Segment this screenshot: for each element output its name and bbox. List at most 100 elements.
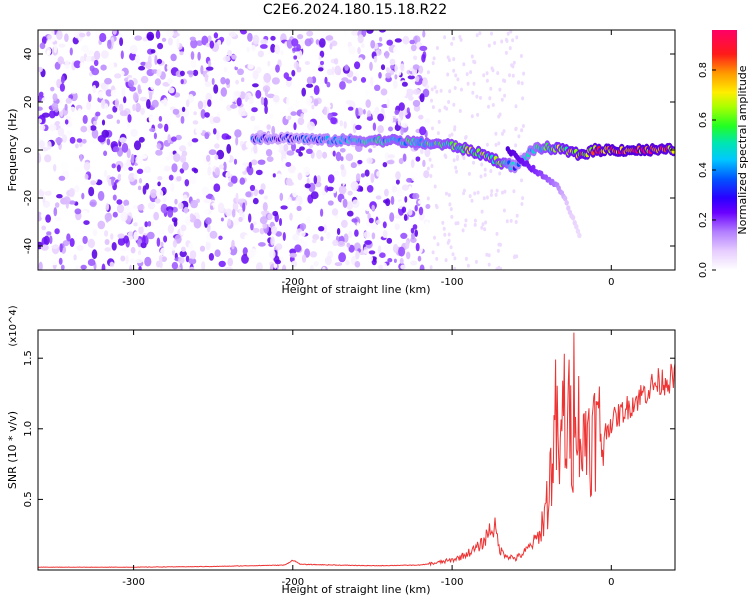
noise-blob <box>132 204 139 210</box>
noise-blob <box>139 96 148 102</box>
noise-blob <box>204 112 210 118</box>
noise-blob <box>116 119 121 124</box>
noise-blob <box>234 91 241 97</box>
noise-blob <box>157 123 163 129</box>
noise-blob <box>101 50 109 59</box>
noise-blob <box>241 111 248 116</box>
noise-blob <box>301 254 307 263</box>
noise-blob <box>118 103 124 112</box>
noise-blob <box>359 263 365 270</box>
noise-blob <box>123 205 131 214</box>
noise-blob <box>360 173 365 178</box>
noise-blob <box>252 227 260 233</box>
noise-blob <box>182 194 188 200</box>
x-tick-label: -200 <box>281 277 304 288</box>
noise-blob <box>385 198 391 207</box>
noise-blob <box>275 64 280 73</box>
noise-blob <box>117 237 126 246</box>
noise-blob <box>112 211 118 218</box>
noise-blob <box>389 212 395 223</box>
noise-blob <box>511 38 515 43</box>
noise-blob <box>208 149 217 156</box>
noise-blob <box>100 64 107 71</box>
noise-blob <box>445 191 448 196</box>
noise-blob <box>89 199 97 208</box>
noise-blob <box>386 114 394 125</box>
noise-blob <box>38 66 43 73</box>
noise-blob <box>415 156 421 162</box>
noise-blob <box>252 197 259 205</box>
noise-blob <box>125 132 130 138</box>
noise-blob <box>384 188 389 197</box>
noise-blob <box>306 30 314 37</box>
noise-blob <box>132 104 136 112</box>
noise-blob <box>134 35 143 41</box>
noise-blob <box>279 192 284 201</box>
noise-blob <box>129 86 137 92</box>
noise-blob <box>239 177 246 185</box>
noise-blob <box>286 181 295 186</box>
noise-blob <box>419 93 425 103</box>
noise-blob <box>305 96 313 104</box>
noise-blob <box>414 205 418 212</box>
noise-blob <box>387 258 393 263</box>
noise-blob <box>295 210 304 218</box>
noise-blob <box>221 190 227 201</box>
noise-blob <box>42 196 46 204</box>
noise-blob <box>487 253 491 258</box>
noise-blob <box>56 30 63 40</box>
noise-blob <box>69 136 76 144</box>
noise-blob <box>364 169 370 177</box>
noise-blob <box>318 67 324 72</box>
noise-blob <box>84 174 89 180</box>
noise-blob <box>59 243 63 253</box>
noise-blob <box>91 129 99 139</box>
noise-blob <box>409 39 416 45</box>
noise-blob <box>512 189 516 194</box>
noise-blob <box>505 219 509 224</box>
noise-blob <box>162 197 167 203</box>
noise-blob <box>168 87 175 94</box>
noise-blob <box>304 38 312 47</box>
noise-blob <box>401 184 409 191</box>
noise-blob <box>69 47 73 56</box>
noise-blob <box>189 213 194 220</box>
noise-blob <box>422 30 426 38</box>
noise-blob <box>147 202 156 210</box>
noise-blob <box>53 164 57 172</box>
noise-blob <box>225 78 231 85</box>
noise-blob <box>372 122 377 131</box>
noise-blob <box>287 115 292 121</box>
noise-blob <box>322 266 326 270</box>
noise-blob <box>97 135 106 143</box>
noise-blob <box>280 205 288 210</box>
noise-blob <box>425 204 431 209</box>
noise-blob <box>244 234 249 243</box>
noise-blob <box>418 114 424 120</box>
noise-blob <box>183 37 190 44</box>
noise-blob <box>90 180 97 186</box>
noise-blob <box>499 242 502 247</box>
noise-blob <box>218 164 224 170</box>
noise-blob <box>393 45 401 55</box>
noise-blob <box>138 226 144 235</box>
noise-blob <box>473 191 477 196</box>
noise-blob <box>51 244 59 249</box>
noise-blob <box>238 216 243 222</box>
noise-blob <box>225 152 230 162</box>
noise-blob <box>287 164 296 174</box>
noise-blob <box>122 162 128 172</box>
noise-blob <box>142 141 147 149</box>
x-tick-label: -300 <box>122 277 145 288</box>
noise-blob <box>261 210 266 216</box>
noise-blob <box>488 96 492 101</box>
noise-blob <box>263 72 272 83</box>
noise-blob <box>329 43 333 50</box>
noise-blob <box>448 202 452 207</box>
noise-blob <box>462 188 466 193</box>
noise-blob <box>433 184 437 189</box>
noise-blob <box>509 30 513 34</box>
noise-blob <box>88 186 95 197</box>
noise-blob <box>156 260 161 268</box>
noise-blob <box>449 207 453 212</box>
